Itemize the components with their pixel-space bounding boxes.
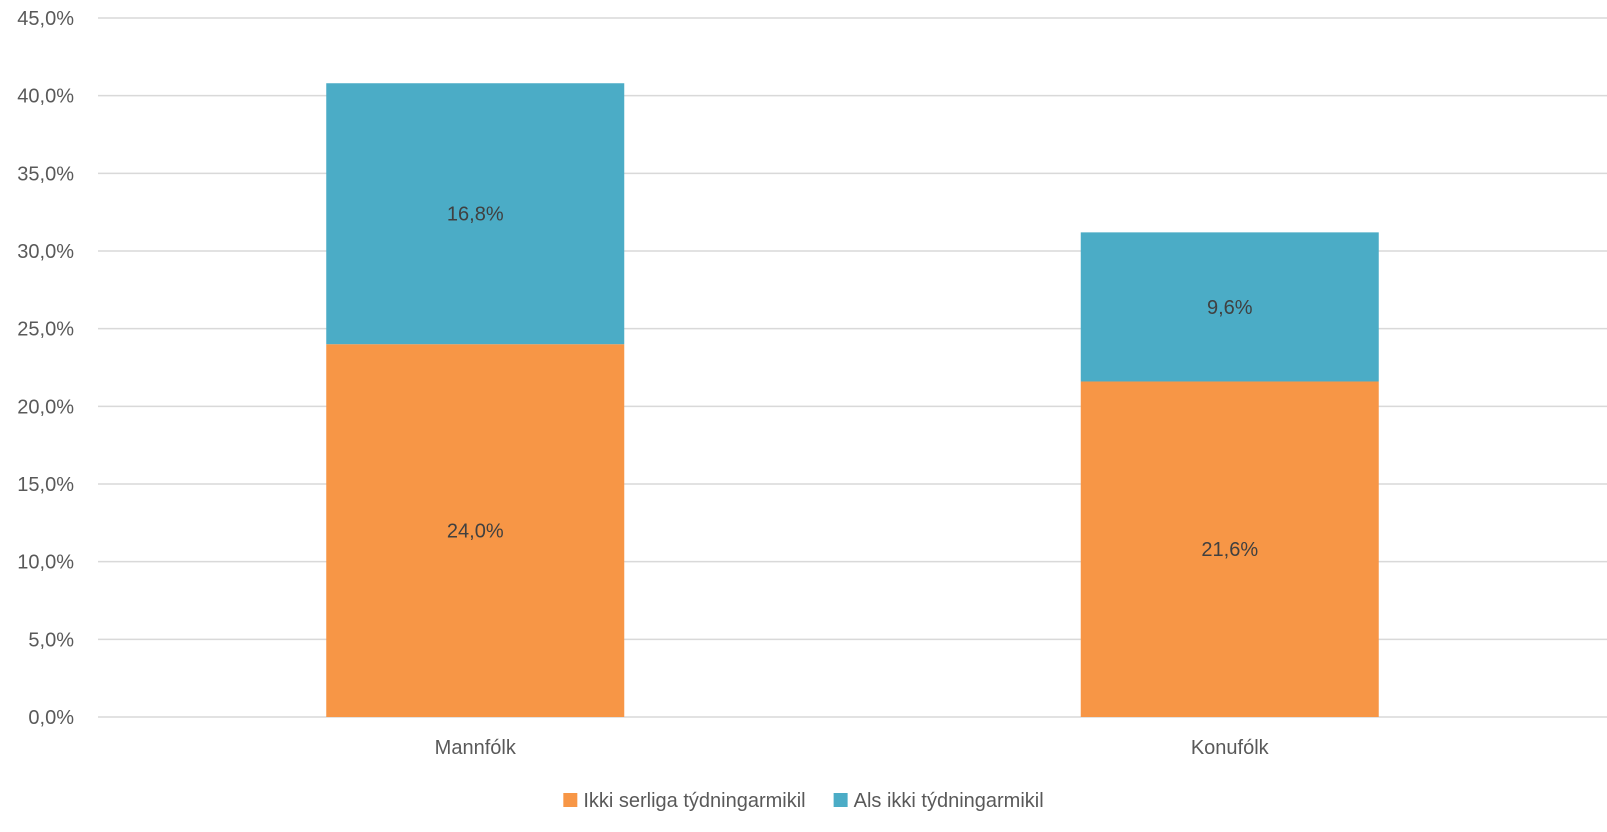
data-label: 16,8% xyxy=(447,204,504,226)
legend-label: Als ikki týdningarmikil xyxy=(854,790,1044,812)
bar-segment xyxy=(326,344,625,717)
y-tick-label: 20,0% xyxy=(17,396,74,418)
x-axis-category-labels: Mannfólk Konufólk xyxy=(435,737,1270,759)
legend-item[interactable]: Als ikki týdningarmikil xyxy=(833,790,1044,812)
legend-swatch xyxy=(833,793,848,807)
bar-segment xyxy=(326,83,625,345)
y-tick-label: 30,0% xyxy=(17,241,74,263)
y-tick-label: 0,0% xyxy=(28,707,74,729)
bar-segment xyxy=(1080,232,1379,382)
data-label: 9,6% xyxy=(1207,297,1253,319)
y-axis-tick-labels: 0,0% 5,0% 10,0% 15,0% 20,0% 25,0% 30,0% 35,0% 40… xyxy=(17,8,74,729)
legend-item[interactable]: Ikki serliga týdningarmikil xyxy=(563,790,806,812)
y-tick-label: 10,0% xyxy=(17,552,74,574)
y-tick-label: 15,0% xyxy=(17,474,74,496)
data-label: 21,6% xyxy=(1201,539,1258,561)
y-tick-label: 40,0% xyxy=(17,86,74,108)
x-category-label: Mannfólk xyxy=(435,737,517,759)
legend-label: Ikki serliga týdningarmikil xyxy=(583,790,805,812)
y-tick-label: 25,0% xyxy=(17,319,74,341)
gridlines xyxy=(98,17,1607,718)
y-tick-label: 35,0% xyxy=(17,163,74,185)
x-category-label: Konufólk xyxy=(1191,737,1270,759)
legend[interactable]: Ikki serliga týdningarmikil Als ikki týdn… xyxy=(563,790,1044,812)
legend-swatch xyxy=(563,793,578,807)
y-tick-label: 45,0% xyxy=(17,8,74,30)
data-labels: 24,0% 16,8% 21,6% 9,6% xyxy=(447,204,1258,562)
data-label: 24,0% xyxy=(447,521,504,543)
bars xyxy=(326,83,1379,717)
y-tick-label: 5,0% xyxy=(28,629,74,651)
bar-segment xyxy=(1080,381,1379,717)
